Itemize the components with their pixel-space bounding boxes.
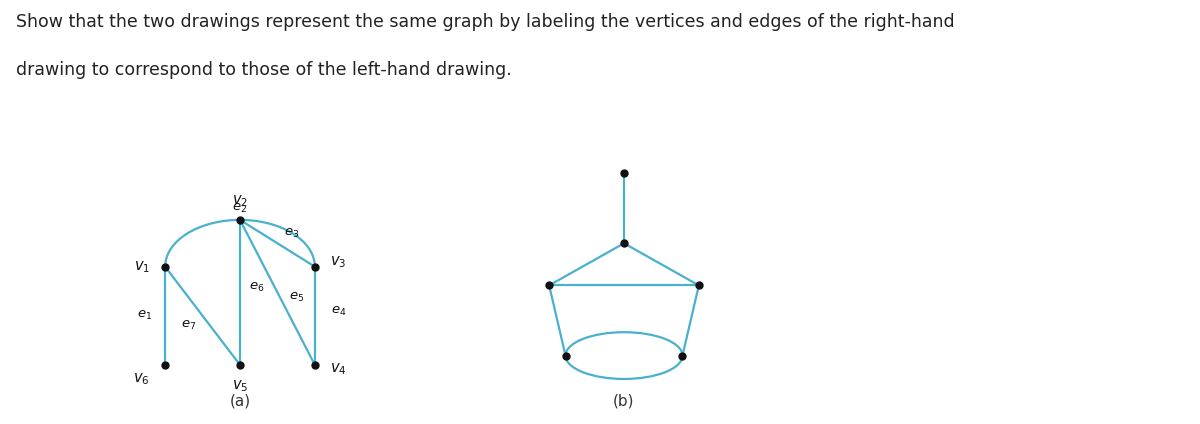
Text: $v_2$: $v_2$ [232, 193, 248, 209]
Text: $e_1$: $e_1$ [137, 309, 151, 322]
Text: $v_1$: $v_1$ [133, 259, 150, 274]
Text: drawing to correspond to those of the left-hand drawing.: drawing to correspond to those of the le… [16, 61, 511, 79]
Text: $e_3$: $e_3$ [284, 227, 299, 240]
Text: $v_5$: $v_5$ [232, 378, 248, 394]
Text: $v_4$: $v_4$ [330, 362, 347, 377]
Text: $e_2$: $e_2$ [233, 202, 247, 215]
Text: $e_5$: $e_5$ [288, 290, 304, 304]
Text: (a): (a) [229, 394, 251, 409]
Text: $v_6$: $v_6$ [133, 371, 150, 387]
Text: $v_3$: $v_3$ [330, 254, 347, 270]
Text: (b): (b) [613, 394, 635, 409]
Text: $e_7$: $e_7$ [181, 318, 196, 332]
Text: $e_4$: $e_4$ [330, 304, 346, 318]
Text: $e_6$: $e_6$ [248, 281, 264, 294]
Text: Show that the two drawings represent the same graph by labeling the vertices and: Show that the two drawings represent the… [16, 13, 954, 31]
